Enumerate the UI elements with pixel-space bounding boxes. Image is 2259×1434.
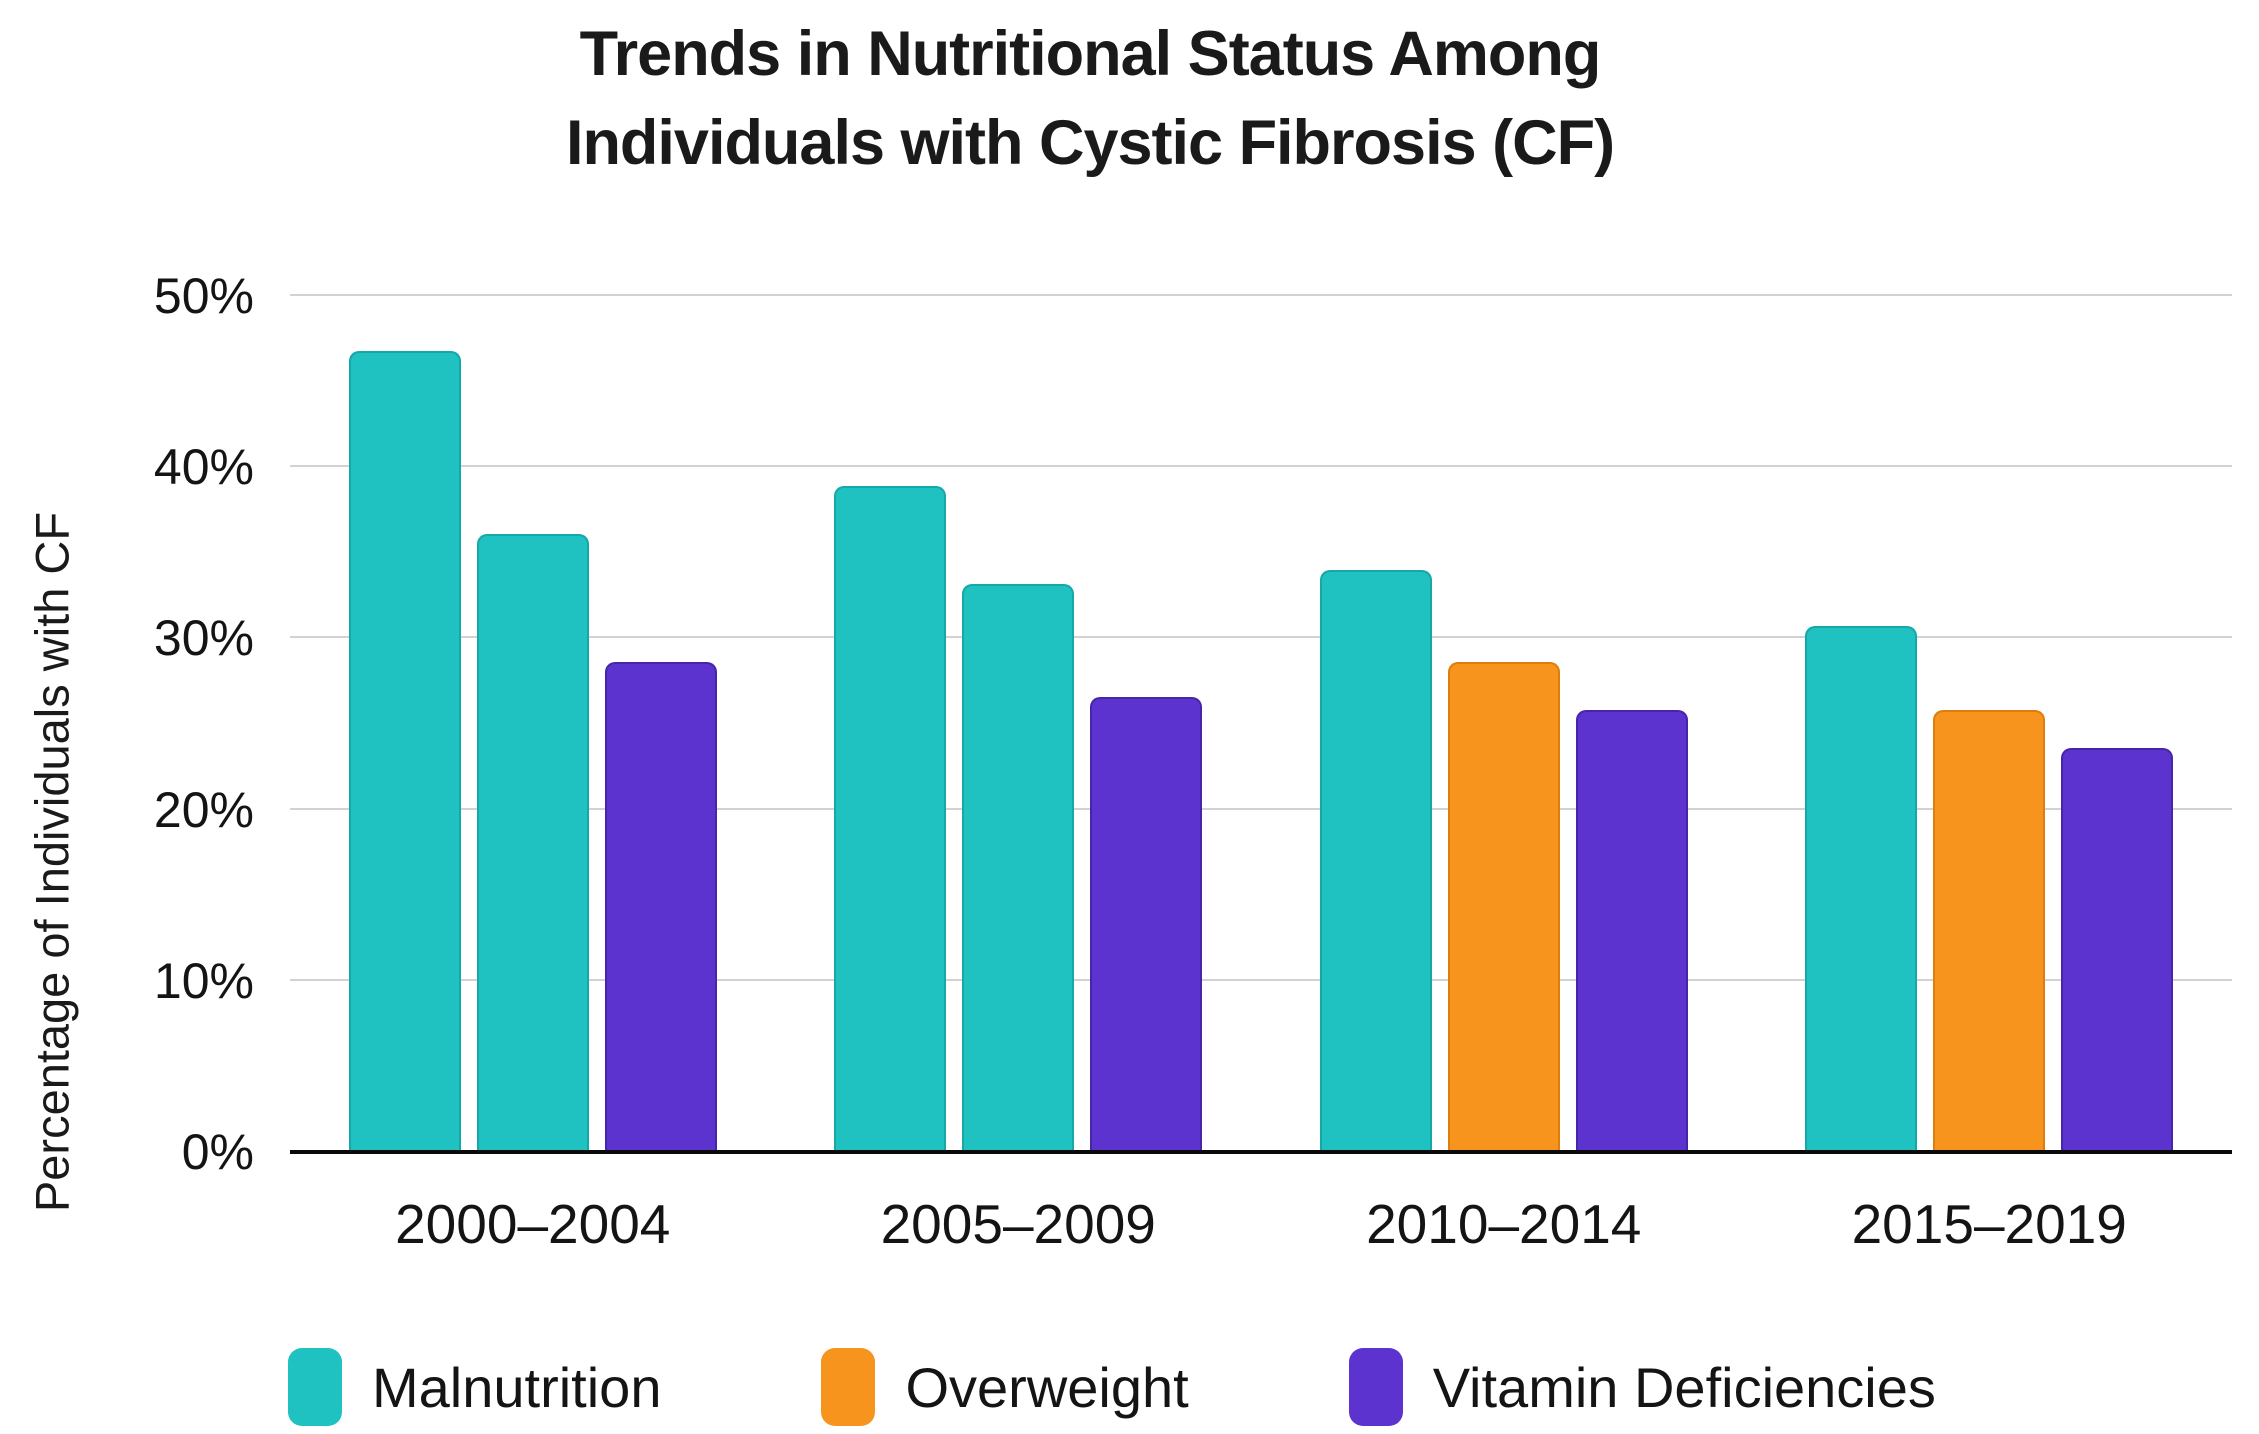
bar-overweight-2000–2004 bbox=[476, 533, 589, 1152]
y-tick-label-50: 50% bbox=[153, 268, 254, 324]
bar-overweight-2010–2014 bbox=[1447, 662, 1560, 1152]
legend-item-vitamin-deficiencies: Vitamin Deficiencies bbox=[1348, 1348, 1936, 1426]
plot-area: 0% 10% 20% 30% 40% 50% bbox=[154, 268, 2232, 1180]
x-tick-label-2010–2014: 2010–2014 bbox=[1366, 1193, 1642, 1255]
bar-malnutrition-2010–2014 bbox=[1319, 569, 1432, 1152]
y-tick-label-40: 40% bbox=[153, 439, 254, 496]
y-tick-label-0: 0% bbox=[181, 1124, 254, 1180]
gridline-20 bbox=[290, 807, 2232, 810]
legend-label: Malnutrition bbox=[372, 1355, 662, 1419]
chart-title: Trends in Nutritional Status Among Indiv… bbox=[0, 10, 2180, 189]
bar-group-2000–2004 bbox=[348, 296, 717, 1152]
legend-swatch-teal bbox=[288, 1348, 342, 1426]
bar-malnutrition-2015–2019 bbox=[1805, 626, 1918, 1152]
bar-malnutrition-2005–2009 bbox=[834, 486, 947, 1152]
y-tick-label-30: 30% bbox=[153, 610, 254, 667]
legend-label: Overweight bbox=[905, 1355, 1189, 1419]
bar-vitamin-deficiencies-2010–2014 bbox=[1575, 710, 1688, 1152]
legend-item-overweight: Overweight bbox=[821, 1348, 1189, 1426]
gridline-40 bbox=[290, 465, 2232, 468]
y-tick-label-20: 20% bbox=[153, 781, 254, 838]
bar-group-2015–2019 bbox=[1805, 296, 2174, 1152]
gridline-30 bbox=[290, 636, 2232, 639]
gridline-50 bbox=[290, 294, 2232, 296]
x-tick-labels: 2000–2004 2005–2009 2010–2014 2015–2019 bbox=[290, 1192, 2232, 1256]
bar-vitamin-deficiencies-2000–2004 bbox=[604, 662, 717, 1152]
x-tick-label-2015–2019: 2015–2019 bbox=[1851, 1193, 2127, 1255]
y-tick-label-10: 10% bbox=[153, 952, 254, 1009]
gridline-10 bbox=[290, 978, 2232, 981]
chart-title-line2: Individuals with Cystic Fibrosis (CF) bbox=[565, 108, 1615, 179]
bar-group-2010–2014 bbox=[1319, 296, 1688, 1152]
legend-item-malnutrition: Malnutrition bbox=[288, 1348, 661, 1426]
legend-label: Vitamin Deficiencies bbox=[1432, 1355, 1936, 1419]
x-axis-line bbox=[290, 1150, 2232, 1154]
y-axis-label: Percentage of Individuals with CF bbox=[25, 511, 79, 1213]
legend-swatch-orange bbox=[821, 1348, 876, 1426]
chart-title-line1: Trends in Nutritional Status Among bbox=[579, 19, 1602, 89]
bar-overweight-2015–2019 bbox=[1933, 710, 2046, 1152]
legend: Malnutrition Overweight Vitamin Deficienci… bbox=[288, 1348, 1936, 1426]
bar-group-2005–2009 bbox=[834, 296, 1203, 1152]
bar-malnutrition-2000–2004 bbox=[348, 350, 461, 1152]
legend-swatch-purple bbox=[1348, 1348, 1403, 1426]
x-tick-label-2000–2004: 2000–2004 bbox=[395, 1193, 671, 1255]
bar-groups bbox=[290, 296, 2232, 1152]
bar-vitamin-deficiencies-2005–2009 bbox=[1090, 696, 1203, 1152]
bar-vitamin-deficiencies-2015–2019 bbox=[2061, 747, 2174, 1152]
x-tick-label-2005–2009: 2005–2009 bbox=[880, 1193, 1156, 1255]
bar-overweight-2005–2009 bbox=[962, 583, 1075, 1152]
